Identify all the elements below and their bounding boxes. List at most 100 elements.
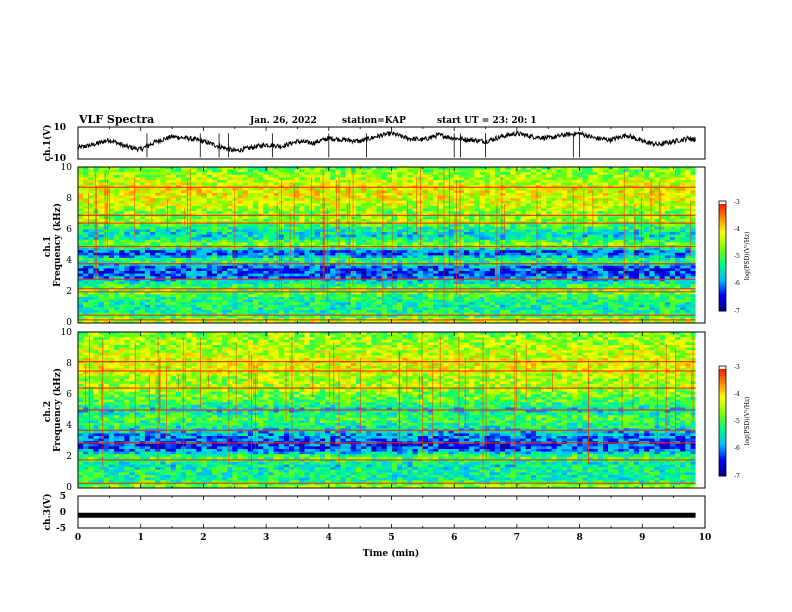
spectrogram-cell [644,203,650,207]
spectrogram-cell [587,247,594,251]
spectrogram-cell [314,180,321,183]
spectrogram-cell [675,255,681,259]
spectrogram-cell [340,200,347,204]
spectrogram-cell [345,216,352,220]
spectrogram-cell [180,255,187,259]
spectrogram-cell [469,206,475,209]
spectrogram-cell [196,172,202,176]
spectrogram-cell [613,187,619,191]
spectrogram-cell [98,271,105,274]
spectrogram-cell [299,247,305,251]
spectrogram-cell [252,252,259,256]
spectrogram-cell [247,258,254,261]
spectrogram-cell [520,195,527,199]
spectrogram-cell [391,239,398,243]
spectrogram-cell [165,237,172,241]
spectrogram-cell [252,224,259,228]
spectrogram-cell [453,177,460,181]
spectrogram-cell [268,169,274,173]
spectrogram-cell [386,190,393,194]
spectrogram-cell [628,250,635,254]
spectrogram-cell [134,247,141,251]
spectrogram-cell [201,224,208,228]
spectrogram-cell [103,258,110,261]
spectrogram-cell [88,169,94,173]
spectrogram-cell [638,169,645,173]
spectrogram-cell [345,252,352,256]
spectrogram-cell [114,198,120,202]
spectrogram-cell [464,174,470,178]
spectrogram-cell [479,193,485,196]
spectrogram-cell [505,219,511,222]
spectrogram-cell [155,172,161,176]
spectrogram-cell [299,242,305,246]
spectrogram-cell [561,211,568,215]
spectrogram-cell [108,193,115,196]
spectrogram-cell [252,180,259,183]
spectrogram-cell [155,226,161,230]
spectrogram-cell [690,255,696,259]
spectrogram-cell [170,226,177,230]
spectrogram-cell [510,255,516,259]
spectrogram-cell [479,229,485,233]
spectrogram-cell [577,250,583,254]
spectrogram-cell [417,263,424,267]
spectrogram-cell [216,195,223,199]
spectrogram-cell [196,208,202,212]
spectrogram-cell [464,177,470,181]
spectrogram-cell [247,242,254,246]
spectrogram-cell [196,273,202,277]
spectrogram-cell [592,226,599,230]
spectrogram-cell [355,182,362,186]
spectrogram-cell [263,258,269,261]
spectrogram-cell [150,169,156,173]
spectrogram-cell [680,216,686,220]
spectrogram-cell [448,193,455,196]
spectrogram-cell [422,167,429,170]
spectrogram-cell [448,208,455,212]
spectrogram-cell [78,255,84,259]
spectrogram-cell [433,187,439,191]
spectrogram-cell [88,260,94,264]
spectrogram-cell [433,182,439,186]
spectrogram-cell [201,172,208,176]
spectrogram-cell [232,219,238,222]
spectrogram-cell [222,242,228,246]
spectrogram-cell [345,193,352,196]
spectrogram-cell [464,200,470,204]
spectrogram-cell [350,182,357,186]
spectrogram-cell [572,268,578,272]
spectrogram-cell [155,229,161,233]
spectrogram-cell [371,219,377,222]
spectrogram-cell [330,203,336,207]
spectrogram-cell [345,180,352,183]
spectrogram-cell [649,172,655,176]
spectrogram-cell [474,224,480,228]
spectrogram-cell [283,219,290,222]
spectrogram-cell [222,198,228,202]
spectrogram-cell [386,226,393,230]
spectrogram-cell [412,211,419,215]
spectrogram-cell [139,258,146,261]
spectrogram-cell [556,229,563,233]
spectrogram-cell [551,167,558,170]
spectrogram-cell [319,216,326,220]
spectrogram-cell [685,226,691,230]
spectrogram-cell [98,216,105,220]
spectrogram-cell [278,169,285,173]
spectrogram-cell [299,211,305,215]
spectrogram-cell [623,247,630,251]
spectrogram-cell [536,174,542,178]
spectrogram-cell [489,198,496,202]
spectrogram-cell [551,234,558,238]
spectrogram-cell [170,263,177,267]
spectrogram-cell [654,198,660,202]
spectrogram-cell [541,174,547,178]
spectrogram-cell [335,271,341,274]
spectrogram-cell [386,208,393,212]
spectrogram-cell [515,180,522,183]
spectrogram-cell [237,211,244,215]
spectrogram-cell [659,263,666,267]
spectrogram-cell [453,167,460,170]
spectrogram-cell [536,169,542,173]
